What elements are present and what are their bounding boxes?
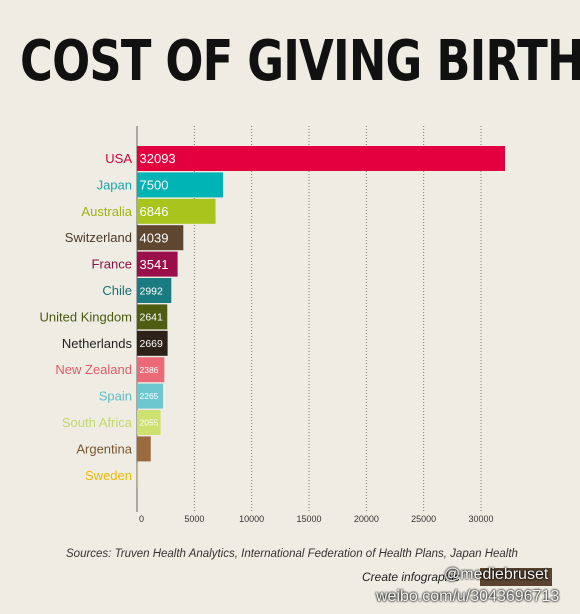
bar [137,462,139,488]
x-tick-label: 25000 [411,514,436,524]
value-label: 2641 [140,312,164,324]
watermark-url: weibo.com/u/3043696713 [376,588,560,605]
category-label: Netherlands [62,336,133,351]
category-label: Sweden [85,468,132,483]
value-label: 6846 [140,204,169,219]
value-label: 3541 [140,257,169,272]
bar [137,278,172,303]
value-label: 2265 [140,391,159,401]
bar [137,410,161,435]
x-tick-label: 10000 [239,514,264,524]
category-label: Argentina [76,441,132,456]
category-label: Japan [97,177,132,192]
category-label: South Africa [62,415,133,430]
category-label: New Zealand [55,362,132,377]
bar [137,304,168,330]
x-tick-label: 20000 [354,514,379,524]
source-text: Sources: Truven Health Analytics, Intern… [66,548,518,560]
bar [137,225,184,251]
bar [137,383,163,409]
bar [137,357,165,383]
value-label: 4039 [140,230,169,245]
value-label: 7500 [140,178,169,193]
x-tick-label: 5000 [184,514,204,524]
bar [137,251,178,277]
category-label: Chile [102,283,132,298]
bar [137,172,224,198]
bar [137,330,168,356]
credit-badge [480,568,552,586]
category-label: Spain [99,389,132,404]
category-label: France [92,257,132,272]
x-tick-label: 15000 [296,514,321,524]
credit-text: Create infographic [362,570,461,584]
bar [137,146,505,171]
value-label: 32093 [140,151,176,166]
category-label: USA [105,151,132,166]
value-label: 2386 [140,365,159,375]
category-label: Switzerland [65,230,132,245]
x-tick-label: 30000 [468,514,493,524]
category-label: Australia [81,204,132,219]
value-label: 2992 [140,285,164,297]
watermark-handle: @mediebruset [444,566,549,583]
bar [137,198,216,224]
x-tick-label: 0 [139,514,144,524]
bar [137,436,151,462]
category-label: United Kingdom [40,309,133,324]
value-label: 2669 [140,338,164,350]
value-label: 2055 [140,418,159,428]
